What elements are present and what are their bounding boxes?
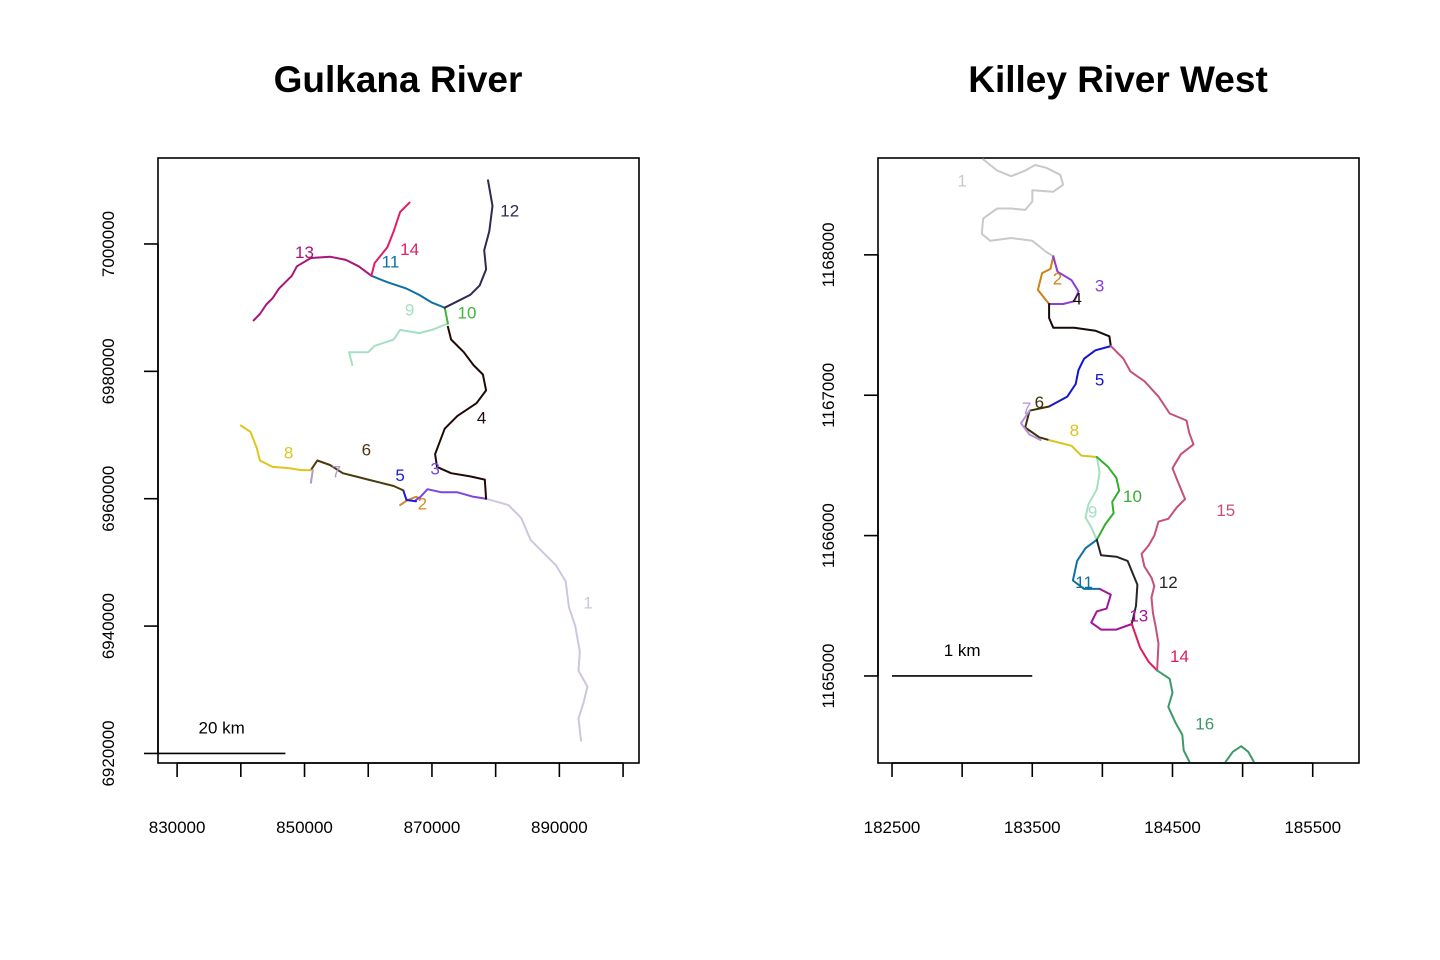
segment-line-14 [1130,623,1159,672]
plot-frame [877,157,1360,764]
segment-line-15 [1109,345,1195,672]
segment-label-11: 11 [382,253,400,272]
plot-frame [157,157,640,764]
x-tick-label: 185500 [1284,818,1341,837]
x-tick-label: 870000 [404,818,461,837]
x-tick-label: 850000 [276,818,333,837]
segment-label-12: 12 [1159,573,1178,592]
y-tick-label: 6980000 [99,338,118,404]
x-tick-label: 830000 [149,818,206,837]
segment-label-16: 16 [1195,715,1214,734]
segment-label-14: 14 [400,240,419,259]
segment-line-extra-16 [1224,745,1255,763]
segment-line-13 [252,255,373,322]
y-tick-label: 7000000 [99,211,118,277]
segment-line-11 [1071,538,1101,590]
segment-line-13 [1090,587,1133,631]
segment-label-7: 7 [1022,399,1031,418]
segment-label-14: 14 [1170,647,1189,666]
segment-label-10: 10 [458,303,477,322]
segment-line-6 [309,459,405,492]
y-tick-label: 1168000 [819,222,838,287]
segment-line-14 [370,201,411,277]
segment-line-3 [1048,255,1080,305]
y-tick-label: 6920000 [99,720,118,786]
segment-label-13: 13 [295,243,314,262]
segment-label-2: 2 [418,495,427,514]
segment-label-9: 9 [1088,503,1097,522]
segment-label-7: 7 [332,463,341,482]
segment-line-5 [402,489,417,503]
segment-line-16 [1156,669,1191,763]
segment-line-5 [1048,345,1112,408]
segment-label-9: 9 [405,300,414,319]
y-tick-label: 6940000 [99,593,118,659]
chart-title: Gulkana River [274,59,523,100]
segment-label-2: 2 [1053,270,1062,289]
segment-line-11 [370,274,446,309]
segment-line-8 [239,424,312,472]
segment-label-10: 10 [1123,487,1142,506]
x-tick-label: 890000 [531,818,588,837]
segment-line-1 [980,158,1065,258]
segment-line-12 [1095,538,1139,625]
segment-label-13: 13 [1129,606,1148,625]
x-tick-label: 182500 [864,818,921,837]
y-tick-label: 6960000 [99,466,118,532]
segment-label-4: 4 [1072,289,1081,308]
segment-line-4 [1048,303,1112,348]
x-tick-label: 184500 [1144,818,1201,837]
y-tick-label: 1166000 [819,503,838,568]
scale-bar-label: 20 km [199,718,245,737]
scale-bar-label: 1 km [944,641,981,660]
segment-line-8 [1048,439,1098,458]
y-tick-label: 1165000 [819,644,838,709]
segment-line-10 [1095,456,1121,541]
chart-title: Killey River West [968,59,1268,100]
segment-line-7 [1020,409,1042,442]
segment-label-11: 11 [1075,573,1093,592]
segment-label-8: 8 [284,444,293,463]
segment-label-1: 1 [957,171,966,190]
segment-label-1: 1 [583,593,592,612]
segment-line-10 [443,306,449,325]
segment-label-6: 6 [362,440,371,459]
segment-label-3: 3 [1095,277,1104,296]
segment-label-6: 6 [1035,393,1044,412]
x-tick-label: 183500 [1004,818,1061,837]
segment-label-15: 15 [1216,501,1235,520]
segment-line-7 [309,469,314,484]
segment-line-9 [348,322,449,366]
segment-line-9 [1084,456,1101,541]
segment-line-1 [485,497,589,742]
segment-label-8: 8 [1070,421,1079,440]
segment-label-3: 3 [430,460,439,479]
segment-line-12 [443,179,494,309]
segment-line-3 [415,488,488,501]
segment-label-12: 12 [500,202,519,221]
segment-label-4: 4 [477,409,486,428]
y-tick-label: 1167000 [819,363,838,428]
segment-line-2 [1036,255,1055,305]
segment-line-4 [434,325,488,500]
segment-label-5: 5 [395,466,404,485]
segment-label-5: 5 [1095,371,1104,390]
